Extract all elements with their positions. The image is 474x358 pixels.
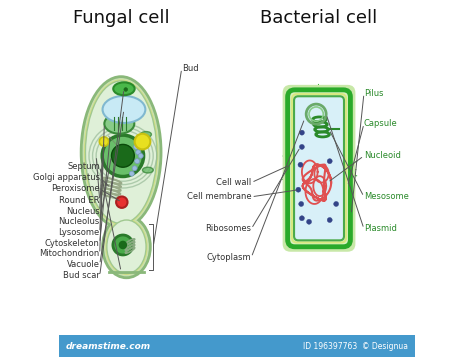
Text: Pilus: Pilus: [364, 89, 383, 98]
Text: Capsule: Capsule: [364, 119, 398, 128]
Text: Plasmid: Plasmid: [364, 224, 397, 233]
Circle shape: [138, 153, 143, 158]
Text: Nucleoid: Nucleoid: [364, 151, 401, 160]
Circle shape: [124, 88, 128, 91]
Circle shape: [102, 135, 144, 176]
Text: Round ER: Round ER: [59, 196, 100, 205]
Text: Vacuole: Vacuole: [67, 260, 100, 269]
FancyBboxPatch shape: [283, 85, 356, 252]
FancyBboxPatch shape: [294, 96, 344, 240]
Ellipse shape: [85, 80, 157, 224]
Text: Mesosome: Mesosome: [364, 192, 409, 201]
Text: Cytoplasm: Cytoplasm: [207, 253, 251, 262]
Ellipse shape: [107, 220, 146, 274]
Circle shape: [307, 219, 311, 224]
Circle shape: [132, 166, 137, 171]
Text: Fungal cell: Fungal cell: [73, 9, 169, 26]
Circle shape: [113, 235, 133, 255]
Circle shape: [136, 150, 141, 155]
Text: Cell wall: Cell wall: [216, 178, 251, 187]
Text: Cytoskeleton: Cytoskeleton: [45, 239, 100, 248]
Circle shape: [135, 134, 150, 149]
Circle shape: [327, 159, 332, 164]
Ellipse shape: [141, 132, 151, 137]
Circle shape: [134, 144, 138, 149]
Circle shape: [111, 144, 134, 167]
Ellipse shape: [105, 218, 148, 276]
Circle shape: [100, 137, 109, 146]
Text: Golgi apparatus: Golgi apparatus: [33, 173, 100, 182]
Text: Lysosome: Lysosome: [58, 228, 100, 237]
Text: ID 196397763  © Designua: ID 196397763 © Designua: [303, 342, 408, 351]
Text: Ribosomes: Ribosomes: [205, 224, 251, 233]
Text: Nucleus: Nucleus: [66, 207, 100, 216]
Circle shape: [298, 162, 303, 167]
Circle shape: [300, 216, 304, 221]
Text: Peroxisome: Peroxisome: [51, 184, 100, 193]
Ellipse shape: [113, 82, 135, 95]
Text: Mitochondrion: Mitochondrion: [39, 250, 100, 258]
Text: Septum: Septum: [67, 162, 100, 171]
Ellipse shape: [104, 114, 134, 134]
Circle shape: [327, 218, 332, 223]
Text: dreamstime.com: dreamstime.com: [66, 342, 151, 351]
Circle shape: [300, 130, 304, 135]
Circle shape: [334, 202, 338, 207]
Bar: [59, 335, 415, 357]
Ellipse shape: [102, 96, 146, 123]
FancyBboxPatch shape: [288, 90, 350, 247]
Ellipse shape: [143, 167, 153, 173]
Ellipse shape: [81, 77, 161, 228]
Circle shape: [119, 241, 127, 248]
Text: Bud scar: Bud scar: [63, 271, 100, 281]
Circle shape: [300, 144, 304, 149]
Ellipse shape: [102, 216, 150, 278]
Circle shape: [129, 171, 134, 176]
Text: Bud: Bud: [182, 64, 198, 73]
Circle shape: [135, 159, 140, 164]
Ellipse shape: [106, 219, 147, 274]
Ellipse shape: [85, 81, 157, 224]
Circle shape: [299, 202, 304, 207]
Circle shape: [296, 187, 301, 192]
Text: Nucleolus: Nucleolus: [58, 217, 100, 226]
Text: Cell membrane: Cell membrane: [187, 192, 251, 201]
Text: Bacterial cell: Bacterial cell: [260, 9, 378, 26]
Ellipse shape: [83, 79, 159, 226]
Circle shape: [116, 197, 128, 208]
